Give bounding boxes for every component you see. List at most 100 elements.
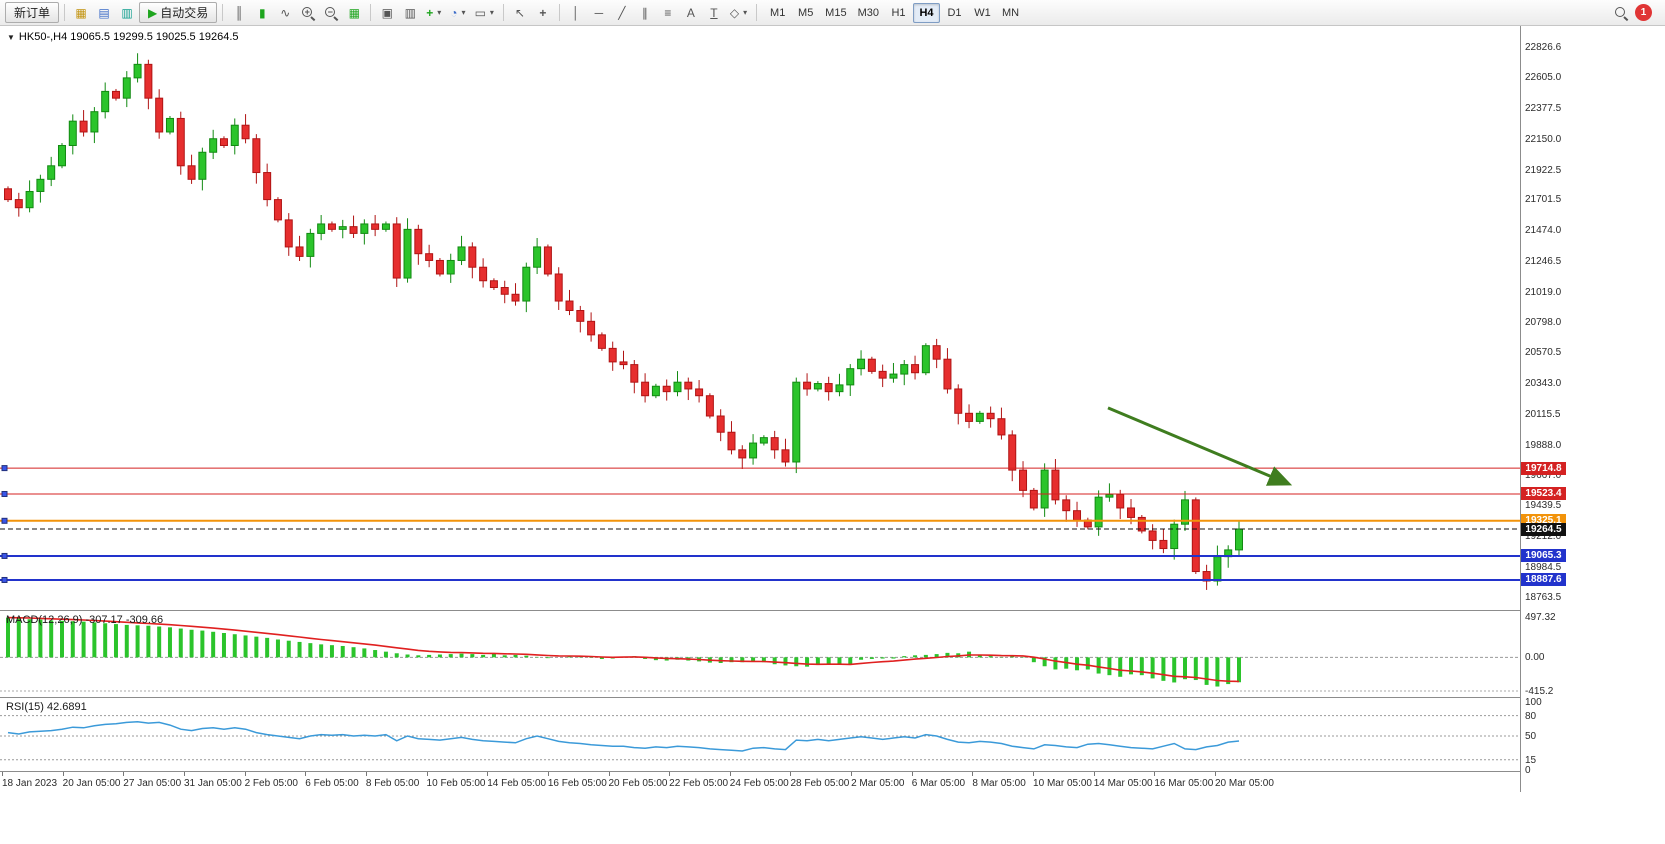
crosshair-icon: +: [539, 5, 547, 20]
time-axis-label: 10 Feb 05:00: [426, 778, 486, 789]
price-axis-label: 20115.5: [1525, 408, 1561, 420]
shapes-button[interactable]: ◇ ▾: [726, 2, 751, 23]
price-axis-label: 20570.5: [1525, 347, 1562, 359]
price-tag-current-price[interactable]: 19264.5: [1521, 522, 1566, 536]
time-axis-label: 24 Feb 05:00: [729, 778, 789, 789]
vertical-line-icon: │: [572, 5, 580, 20]
candlestick-chart-button[interactable]: ▮: [251, 2, 273, 23]
price-axis-label: 18984.5: [1525, 561, 1562, 573]
tile-horizontal-button[interactable]: ▥: [399, 2, 421, 23]
time-axis-tick: [123, 772, 125, 776]
price-tag-support[interactable]: 18887.6: [1521, 573, 1566, 587]
macd-axis-label: 0.00: [1525, 652, 1545, 664]
price-tag-resistance[interactable]: 19523.4: [1521, 487, 1566, 501]
price-scale[interactable]: 22826.6 22605.0 22377.5 22150.0 21922.5 21701…: [1520, 26, 1566, 792]
line-handle[interactable]: [1, 576, 8, 583]
time-axis-label: 31 Jan 05:00: [183, 778, 242, 789]
time-axis-tick: [2, 772, 3, 776]
rsi-axis-label: 0: [1525, 765, 1531, 776]
rsi-axis-label: 100: [1525, 697, 1542, 708]
rsi-panel[interactable]: [0, 698, 1520, 772]
timeframe-button-M15[interactable]: M15: [825, 6, 847, 19]
candlestick-chart-icon: ▮: [258, 5, 266, 20]
search-button[interactable]: [1610, 2, 1632, 23]
time-axis-tick: [1154, 772, 1156, 776]
time-axis[interactable]: 18 Jan 2023 20 Jan 05:00 27 Jan 05:00 31 Ja…: [0, 772, 1520, 792]
market-watch-button[interactable]: ▤: [93, 2, 115, 23]
toolbar-separator: [370, 4, 372, 21]
tile-windows-button[interactable]: ▦: [343, 2, 365, 23]
panel-separator[interactable]: [0, 697, 1565, 698]
new-chart-button[interactable]: ▦: [70, 2, 92, 23]
line-handle[interactable]: [1, 517, 8, 524]
line-handle[interactable]: [1, 490, 8, 497]
price-axis-label: 20343.0: [1525, 378, 1562, 390]
screenshot-button[interactable]: ▭ ▾: [471, 2, 498, 23]
data-window-button[interactable]: ▥: [116, 2, 138, 23]
timeframe-button-D1[interactable]: D1: [947, 6, 962, 19]
auto-trading-button[interactable]: ▶ 自动交易: [139, 2, 218, 23]
chart-ohlc-header: ▼ HK50-,H4 19065.5 19299.5 19025.5 19264…: [7, 31, 239, 43]
time-axis-label: 20 Feb 05:00: [608, 778, 668, 789]
panel-separator: [0, 771, 1565, 772]
timeframe-button-W1[interactable]: W1: [974, 6, 991, 19]
price-axis-label: 22826.6: [1525, 42, 1562, 54]
price-axis-label: 19212.0: [1525, 531, 1562, 543]
line-chart-button[interactable]: ∿: [274, 2, 296, 23]
main-price-chart[interactable]: [0, 26, 1520, 610]
line-handle[interactable]: [1, 552, 8, 559]
cursor-icon: ↖: [514, 5, 525, 20]
price-tag-resistance[interactable]: 19714.8: [1521, 461, 1566, 475]
rsi-line: [7, 720, 1240, 752]
timeframe-button-M5[interactable]: M5: [798, 6, 814, 19]
bar-chart-button[interactable]: ║: [228, 2, 250, 23]
trend-arrow[interactable]: [1107, 406, 1293, 486]
macd-axis-label: 497.32: [1525, 612, 1556, 623]
price-tag-support[interactable]: 19065.3: [1521, 549, 1566, 563]
time-axis-label: 18 Jan 2023: [2, 778, 58, 789]
timeframe-button-M30[interactable]: M30: [857, 6, 879, 19]
time-axis-label: 16 Feb 05:00: [547, 778, 607, 789]
chart-window[interactable]: ▼ HK50-,H4 19065.5 19299.5 19025.5 19264…: [0, 26, 1520, 792]
time-axis-label: 27 Jan 05:00: [123, 778, 182, 789]
line-chart-icon: ∿: [280, 5, 291, 20]
time-axis-tick: [790, 772, 792, 776]
zoom-in-button[interactable]: +: [297, 2, 319, 23]
collapse-caret-icon[interactable]: ▼: [7, 32, 15, 42]
toolbar-separator: [502, 4, 504, 21]
timeframe-button-MN[interactable]: MN: [1001, 6, 1020, 19]
notification-badge[interactable]: 1: [1635, 4, 1652, 21]
periods-button[interactable]: ◔ ▾: [446, 2, 469, 23]
time-axis-tick: [851, 772, 853, 776]
cascade-windows-button[interactable]: ▣: [376, 2, 398, 23]
text-button[interactable]: A: [680, 2, 702, 23]
trendline-button[interactable]: ╱: [611, 2, 633, 23]
zoom-out-button[interactable]: −: [320, 2, 342, 23]
trendline-icon: ╱: [618, 5, 626, 20]
line-handle[interactable]: [1, 465, 8, 472]
timeframe-button-M1[interactable]: M1: [770, 6, 786, 19]
text-icon: A: [686, 5, 695, 20]
vertical-line-button[interactable]: │: [565, 2, 587, 23]
panel-separator[interactable]: [0, 610, 1565, 611]
new-order-button[interactable]: 新订单: [5, 2, 60, 23]
time-axis-tick: [426, 772, 428, 776]
level-lines-group[interactable]: [0, 465, 1520, 583]
time-axis-label: 6 Feb 05:00: [305, 778, 359, 789]
time-axis-tick: [62, 772, 64, 776]
fibonacci-button[interactable]: ≡: [657, 2, 679, 23]
macd-panel[interactable]: [0, 611, 1520, 697]
text-label-button[interactable]: T: [703, 2, 725, 23]
equidistant-channel-button[interactable]: ∥: [634, 2, 656, 23]
price-axis-label: 19439.5: [1525, 500, 1562, 512]
time-axis-tick: [729, 772, 731, 776]
indicators-button[interactable]: + ▾: [422, 2, 445, 23]
timeframe-button-H4[interactable]: H4: [912, 2, 940, 23]
toolbar-separator: [64, 4, 66, 21]
crosshair-button[interactable]: +: [532, 2, 554, 23]
zoom-in-icon: +: [301, 6, 315, 20]
timeframe-button-H1[interactable]: H1: [891, 6, 906, 19]
cursor-button[interactable]: ↖: [509, 2, 531, 23]
price-axis-label: 22377.5: [1525, 102, 1562, 114]
horizontal-line-button[interactable]: ─: [588, 2, 610, 23]
